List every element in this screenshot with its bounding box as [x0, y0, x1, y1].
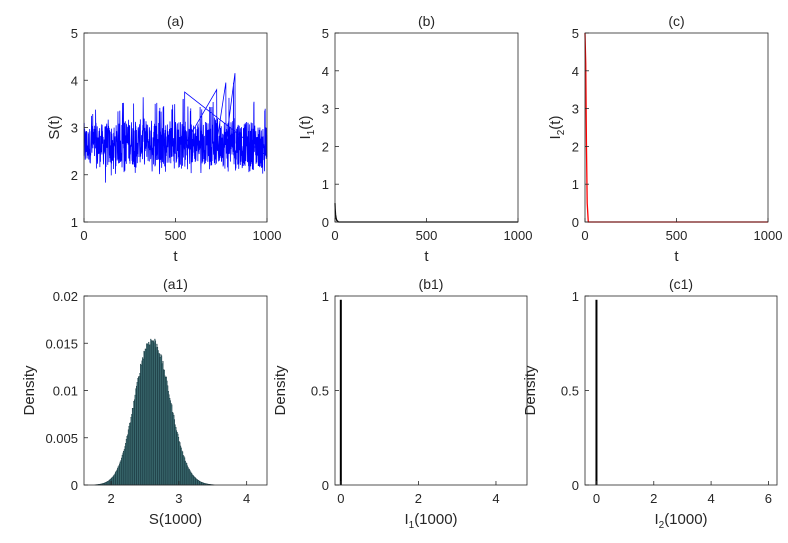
y-tick-label: 2 [572, 139, 579, 154]
x-tick-label: 0 [581, 228, 588, 243]
plot-area [585, 296, 777, 485]
y-tick-label: 3 [572, 102, 579, 117]
x-tick-label: 500 [165, 228, 187, 243]
panel-title: (a1) [163, 276, 188, 292]
series-line [83, 73, 268, 183]
y-tick-label: 3 [322, 102, 329, 117]
y-axis-label: I2(t) [547, 116, 567, 140]
y-tick-label: 1 [572, 289, 579, 304]
x-tick-label: 6 [765, 491, 772, 506]
panel-a: 0 500 1000 1 2 3 4 5 (a) t S(t) [46, 13, 281, 265]
panel-title: (b1) [419, 276, 444, 292]
panel-b1: 0 2 4 0 0.5 1 (b1) I1(1000) Density [272, 276, 528, 531]
y-tick-label: 1 [71, 215, 78, 230]
y-tick-label: 3 [71, 121, 78, 136]
x-tick-label: 1000 [754, 228, 783, 243]
y-tick-label: 0 [572, 215, 579, 230]
x-tick-label: 4 [707, 491, 714, 506]
x-tick-label: 4 [243, 491, 250, 506]
y-tick-label: 0 [322, 478, 329, 493]
y-tick-label: 0 [572, 478, 579, 493]
x-tick-label: 2 [650, 491, 657, 506]
y-tick-label: 1 [322, 177, 329, 192]
x-tick-label: 1000 [253, 228, 282, 243]
panel-a1: 2 3 4 0 0.005 0.01 0.015 0.02 (a1) S(1000) Density [21, 276, 268, 528]
y-tick-label: 0.005 [45, 431, 78, 446]
y-tick-label: 4 [572, 64, 579, 79]
panel-title: (b) [418, 13, 435, 29]
x-axis-label: S(1000) [149, 511, 202, 528]
panel-title: (c) [668, 13, 684, 29]
y-tick-label: 4 [71, 73, 78, 88]
data-layer [595, 299, 598, 485]
y-tick-label: 1 [572, 177, 579, 192]
y-tick-label: 1 [322, 289, 329, 304]
x-axis-label: t [173, 248, 178, 265]
x-tick-label: 500 [666, 228, 688, 243]
y-tick-label: 0 [322, 215, 329, 230]
x-tick-label: 1000 [504, 228, 533, 243]
y-tick-label: 0.015 [45, 336, 78, 351]
panel-c: 0 500 1000 0 1 2 3 4 5 (c) t I2(t) [547, 13, 782, 265]
y-tick-label: 0.5 [311, 384, 329, 399]
data-layer [94, 338, 215, 486]
x-axis-label: t [674, 248, 679, 265]
y-tick-label: 2 [71, 168, 78, 183]
panel-title: (c1) [669, 276, 693, 292]
x-tick-label: 0 [80, 228, 87, 243]
plot-area [335, 33, 518, 222]
y-tick-label: 5 [71, 26, 78, 41]
x-tick-label: 2 [415, 491, 422, 506]
x-tick-label: 0 [593, 491, 600, 506]
histogram-bar [595, 299, 598, 485]
y-tick-label: 0.02 [53, 289, 78, 304]
panel-title: (a) [167, 13, 184, 29]
y-tick-label: 0.01 [53, 384, 78, 399]
y-axis-label: Density [272, 365, 289, 416]
x-tick-label: 0 [331, 228, 338, 243]
x-tick-label: 0 [337, 491, 344, 506]
y-tick-label: 5 [322, 26, 329, 41]
x-tick-label: 4 [492, 491, 499, 506]
y-tick-label: 0 [71, 478, 78, 493]
data-layer [83, 73, 268, 183]
x-tick-label: 3 [175, 491, 182, 506]
y-axis-label: Density [522, 365, 539, 416]
y-tick-label: 4 [322, 64, 329, 79]
plot-area [335, 296, 527, 485]
panel-b: 0 500 1000 0 1 2 3 4 5 (b) t I1(t) [297, 13, 532, 265]
y-tick-label: 2 [322, 139, 329, 154]
plot-area [585, 33, 768, 222]
y-axis-label: I1(t) [297, 116, 317, 140]
x-axis-label: I2(1000) [654, 511, 707, 531]
y-axis-label: Density [21, 365, 38, 416]
y-tick-label: 5 [572, 26, 579, 41]
x-tick-label: 2 [107, 491, 114, 506]
panel-c1: 0 2 4 6 0 0.5 1 (c1) I2(1000) Density [522, 276, 778, 531]
histogram-bar [339, 299, 342, 485]
y-tick-label: 0.5 [561, 384, 579, 399]
x-tick-label: 500 [416, 228, 438, 243]
y-axis-label: S(t) [46, 115, 63, 139]
x-axis-label: t [424, 248, 429, 265]
x-axis-label: I1(1000) [404, 511, 457, 531]
data-layer [339, 299, 342, 485]
